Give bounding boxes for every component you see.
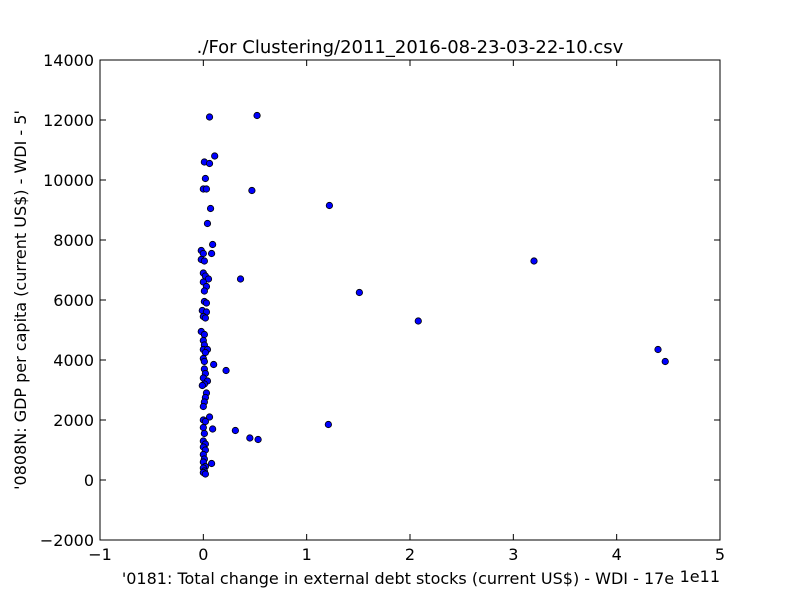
data-point	[210, 360, 218, 369]
data-point	[254, 435, 262, 444]
data-point	[355, 288, 363, 297]
x-axis-offset-label: 1e11	[680, 567, 720, 586]
data-point	[199, 402, 207, 411]
plot-frame	[99, 59, 721, 541]
data-point	[211, 152, 219, 160]
data-point	[201, 314, 209, 322]
x-tick-label: 2	[405, 545, 415, 564]
data-point	[201, 470, 209, 478]
y-tick-label: 10000	[43, 171, 94, 190]
data-point	[206, 204, 215, 213]
data-point	[201, 417, 209, 426]
data-point	[325, 201, 333, 210]
data-point	[200, 429, 208, 438]
data-point	[530, 257, 538, 265]
data-point	[222, 366, 230, 375]
data-point	[248, 186, 256, 195]
data-point	[200, 357, 208, 366]
y-tick-label: 2000	[53, 411, 94, 430]
data-point	[209, 240, 217, 249]
y-tick-label: 6000	[53, 291, 94, 310]
data-point	[200, 257, 208, 265]
data-point	[202, 299, 211, 307]
x-axis-label: '0181: Total change in external debt sto…	[122, 569, 674, 588]
chart-title: ./For Clustering/2011_2016-08-23-03-22-1…	[197, 37, 624, 58]
data-point	[253, 111, 261, 120]
x-tick-label: −1	[88, 545, 112, 564]
data-point	[414, 317, 422, 325]
data-point	[199, 423, 207, 432]
y-axis-label: '0808N: GDP per capita (current US$) - W…	[11, 110, 30, 490]
x-tick-label: 4	[612, 545, 622, 564]
data-point	[246, 434, 254, 442]
y-tick-layer: −2000 0 2000 4000 6000 8000 10000 12000 14000	[40, 51, 720, 550]
data-point	[324, 420, 332, 429]
data-point	[205, 413, 214, 421]
data-point	[201, 348, 209, 357]
x-tick-label: 3	[508, 545, 518, 564]
data-point	[201, 174, 209, 183]
data-point	[205, 113, 214, 121]
data-point-layer	[197, 111, 669, 478]
y-tick-label: 12000	[43, 111, 94, 130]
data-point	[200, 287, 208, 295]
data-point	[199, 249, 207, 258]
data-point	[203, 219, 212, 228]
x-tick-label: 1	[302, 545, 312, 564]
data-point	[205, 159, 214, 168]
data-point	[198, 381, 206, 390]
data-point	[231, 426, 239, 435]
data-point	[208, 459, 216, 468]
x-tick-layer: −1 0 1 2 3 4 5	[88, 60, 725, 564]
y-tick-label: 8000	[53, 231, 94, 250]
data-point	[208, 249, 216, 258]
data-point	[236, 275, 245, 283]
data-point	[209, 425, 217, 433]
y-tick-label: 4000	[53, 351, 94, 370]
data-point	[654, 345, 662, 354]
y-tick-label: 0	[84, 471, 94, 490]
data-point	[661, 357, 669, 366]
y-tick-label: 14000	[43, 51, 94, 70]
x-tick-label: 5	[715, 545, 725, 564]
data-point	[200, 330, 208, 339]
data-point	[202, 185, 211, 193]
y-tick-label: −2000	[40, 531, 94, 550]
x-tick-label: 0	[198, 545, 208, 564]
